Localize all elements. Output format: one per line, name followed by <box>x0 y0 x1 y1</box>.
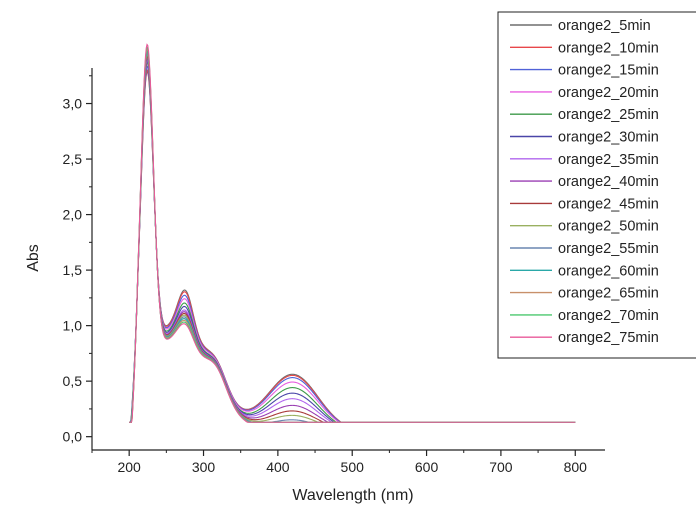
y-tick-label: 0,5 <box>63 373 83 389</box>
y-tick-label: 3,0 <box>63 96 83 112</box>
x-tick-label: 700 <box>489 459 513 475</box>
x-axis-title: Wavelength (nm) <box>292 487 413 504</box>
legend-label: orange2_5min <box>558 18 651 34</box>
x-tick-label: 600 <box>415 459 439 475</box>
legend-label: orange2_35min <box>558 152 659 168</box>
y-tick-label: 1,0 <box>63 318 83 334</box>
legend-label: orange2_65min <box>558 286 659 302</box>
legend-label: orange2_30min <box>558 130 659 146</box>
legend: orange2_5min orange2_10min orange2_15minor… <box>497 11 696 359</box>
legend-label: orange2_25min <box>558 107 659 123</box>
y-tick-label: 1,5 <box>63 262 83 278</box>
legend-label: orange2_50min <box>558 219 659 235</box>
x-tick-label: 800 <box>564 459 588 475</box>
y-tick-label: 2,0 <box>63 207 83 223</box>
x-tick-label: 500 <box>341 459 365 475</box>
legend-label: orange2_60min <box>558 263 659 279</box>
legend-label: orange2_15min <box>558 63 659 79</box>
series-line-orange2_75min <box>129 43 576 423</box>
ticks: 200 300 400 500 600 700 800 0,0 0,5 1,0 1,5 2,0 2,5 3… <box>63 75 588 475</box>
legend-label: orange2_40min <box>558 174 659 190</box>
legend-label: orange2_70min <box>558 308 659 324</box>
x-tick-label: 400 <box>266 459 290 475</box>
y-axis-title: Abs <box>25 244 42 272</box>
x-tick-label: 300 <box>192 459 216 475</box>
legend-label: orange2_45min <box>558 196 659 212</box>
legend-label: orange2_75min <box>558 330 659 346</box>
legend-label: orange2_20min <box>558 85 659 101</box>
y-tick-label: 0,0 <box>63 429 83 445</box>
legend-label: orange2_55min <box>558 241 659 257</box>
x-tick-label: 200 <box>117 459 141 475</box>
y-tick-label: 2,5 <box>63 151 83 167</box>
series-lines <box>129 43 576 423</box>
legend-label: orange2_10min <box>558 40 659 56</box>
